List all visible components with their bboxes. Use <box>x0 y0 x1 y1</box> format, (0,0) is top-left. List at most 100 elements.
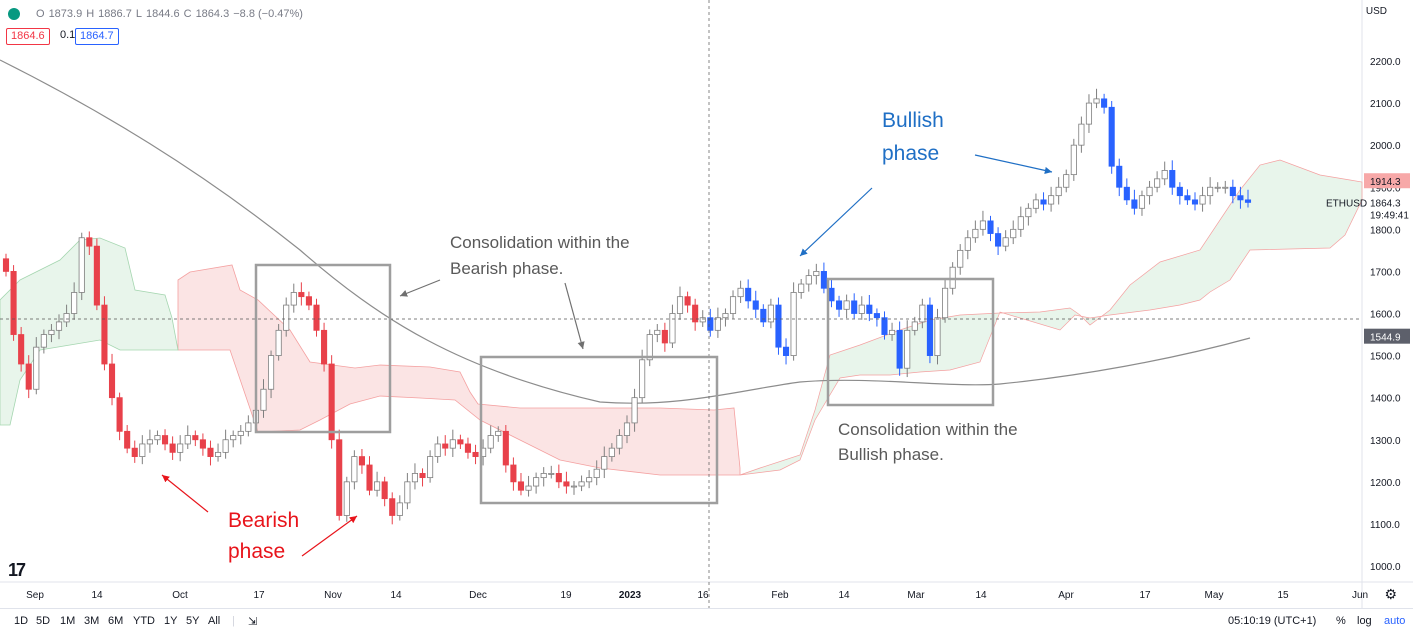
buy-price-button[interactable]: 1864.7 <box>75 28 119 45</box>
candle-body <box>374 481 381 491</box>
candle-body <box>78 237 85 293</box>
x-tick-label: Sep <box>26 590 44 601</box>
candle-body <box>714 317 721 331</box>
high-value: 1886.7 <box>98 8 132 20</box>
candle-body <box>510 464 517 483</box>
candle-body <box>108 363 116 399</box>
low-label: L <box>135 8 142 20</box>
date-range-icon[interactable]: ⇲ <box>248 616 258 628</box>
candle-body <box>40 334 47 348</box>
timeframe-5y[interactable]: 5Y <box>186 615 200 627</box>
timeframe-1d[interactable]: 1D <box>14 615 29 627</box>
candle-body <box>343 481 350 516</box>
x-tick-label: 2023 <box>619 590 642 601</box>
candle-body <box>63 313 70 323</box>
candle-body <box>1108 106 1115 167</box>
close-label: C <box>183 8 192 20</box>
bullish-ichimoku-cloud <box>739 159 1363 476</box>
candle-body <box>669 313 676 344</box>
candle-body <box>321 329 328 365</box>
x-tick-label: 15 <box>1277 590 1289 601</box>
timeframe-6m[interactable]: 6M <box>108 615 124 627</box>
candle-body <box>131 447 138 457</box>
candle-body <box>608 447 615 457</box>
candle-body <box>1146 186 1153 197</box>
auto-scale-toggle[interactable]: auto <box>1384 615 1406 627</box>
timeframe-5d[interactable]: 5D <box>36 615 51 627</box>
candle-body <box>389 498 396 516</box>
candle-body <box>555 473 562 483</box>
timeframe-ytd[interactable]: YTD <box>133 615 155 627</box>
candle-body <box>586 477 593 483</box>
timeframe-1y[interactable]: 1Y <box>164 615 178 627</box>
bottom-toolbar: 1D 5D 1M 3M 6M YTD 1Y 5Y All | ⇲ 05:10:1… <box>0 608 1413 633</box>
price-tag-1914 <box>1364 173 1410 189</box>
tradingview-logo-icon[interactable]: 17 <box>8 560 26 580</box>
candle-body <box>283 304 290 331</box>
consolidation-box-1 <box>254 263 392 434</box>
candle-body <box>540 473 547 479</box>
log-scale-toggle[interactable]: log <box>1357 615 1372 627</box>
consolidation-bear-text: Consolidation within the <box>450 233 630 252</box>
candle-body <box>381 481 388 500</box>
candle-body <box>139 443 146 457</box>
candle-body <box>987 220 994 234</box>
ohlc-legend: O 1873.9 H 1886.7 L 1844.6 C 1864.3 −8.8 (−0… <box>8 8 303 20</box>
arrow-to-box-2 <box>564 282 585 350</box>
candle-body <box>972 228 979 239</box>
consolidation-box-2 <box>479 355 719 505</box>
y-tick-label: 1900.0 <box>1370 183 1401 194</box>
price-chart[interactable]: 1000.0 1100.0 1200.0 1300.0 1400.0 1500.0 1600… <box>0 0 1413 608</box>
x-tick-label: Oct <box>172 590 188 601</box>
candle-body <box>752 300 759 310</box>
candle-body <box>843 300 850 310</box>
candle-body <box>745 287 752 302</box>
candle-body <box>820 271 827 289</box>
timeframe-all[interactable]: All <box>208 615 221 627</box>
candle-body <box>192 435 199 441</box>
candle-body <box>222 439 229 453</box>
timeframe-1m[interactable]: 1M <box>60 615 76 627</box>
candle-body <box>835 300 843 310</box>
candle-body <box>1184 195 1191 201</box>
candle-body <box>1093 98 1100 104</box>
candle-body <box>245 422 252 432</box>
x-tick-label: Mar <box>907 590 925 601</box>
candle-body <box>646 334 653 361</box>
candle-body <box>578 481 585 487</box>
settings-gear-icon[interactable]: ⚙ <box>1384 586 1397 602</box>
candle-body <box>154 435 161 441</box>
candle-body <box>1078 123 1085 146</box>
candle-body <box>2 258 10 272</box>
candle-body <box>268 355 275 390</box>
y-tick-label: 1600.0 <box>1370 310 1401 321</box>
candle-body <box>1237 195 1244 201</box>
candle-body <box>737 287 744 298</box>
bullish-phase-text: Bullish <box>882 109 944 132</box>
candle-body <box>1207 186 1214 197</box>
early-bullish-cloud <box>0 237 179 426</box>
percent-scale-toggle[interactable]: % <box>1336 615 1346 627</box>
bullish-phase-text: phase <box>882 142 939 165</box>
x-tick-label: 19 <box>560 590 572 601</box>
candle-body <box>290 292 297 306</box>
candle-body <box>548 473 555 475</box>
y-tick-label: 1000.0 <box>1370 562 1401 573</box>
sell-price-button[interactable]: 1864.6 <box>6 28 50 45</box>
candle-body <box>563 481 570 487</box>
candle-body <box>926 304 933 356</box>
candle-body <box>434 443 441 457</box>
currency-selector[interactable]: USD <box>1365 6 1387 17</box>
candle-body <box>601 456 608 470</box>
clock-display[interactable]: 05:10:19 (UTC+1) <box>1228 615 1317 627</box>
candle-body <box>260 388 267 411</box>
candle-body <box>1017 216 1024 230</box>
candle-body <box>1116 165 1123 188</box>
candle-body <box>427 456 434 479</box>
timeframe-3m[interactable]: 3M <box>84 615 100 627</box>
y-tick-label: 1400.0 <box>1370 394 1401 405</box>
candle-body <box>616 435 623 449</box>
candle-body <box>805 275 812 285</box>
candle-body <box>949 266 956 289</box>
candle-body <box>798 283 805 293</box>
